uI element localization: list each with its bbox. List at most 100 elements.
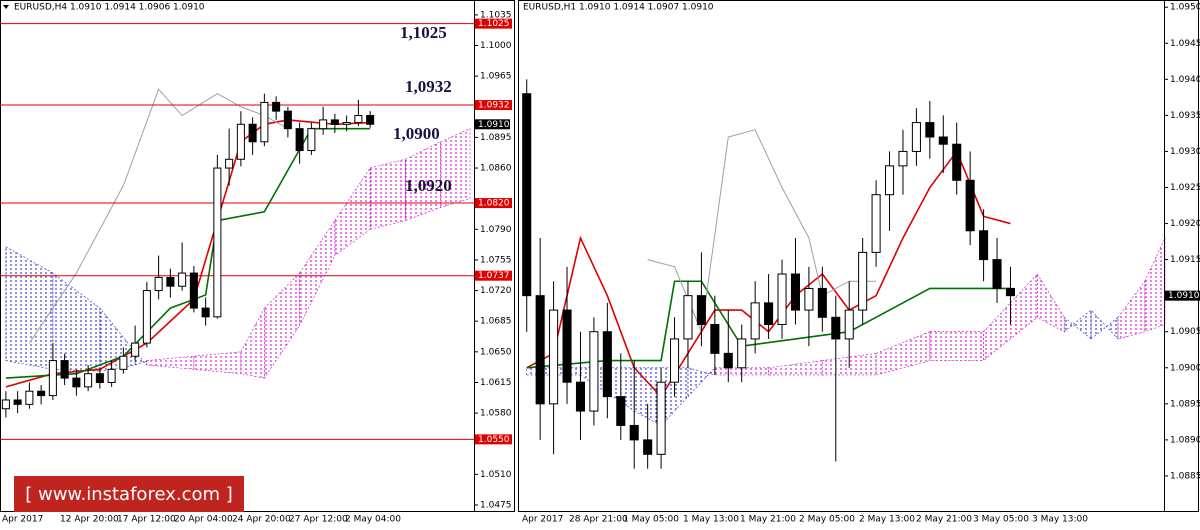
candle-body [142, 290, 151, 344]
candle-body [166, 276, 175, 287]
cloud-segment [1144, 237, 1166, 333]
y-tick-label: 1.0755 [480, 255, 512, 265]
cloud-segment [193, 351, 242, 375]
x-tick-label: Apr 2017 [522, 515, 563, 525]
y-tick-label: 1.0925 [1170, 183, 1200, 193]
x-tick-label: 12 Apr 20:00 [60, 515, 119, 525]
candle-body [119, 355, 128, 370]
indicator-line [5, 127, 371, 379]
y-tick-label: 1.0945 [1170, 39, 1200, 49]
cloud-segment [875, 331, 931, 376]
candle-body [616, 396, 626, 426]
candle-body [213, 167, 222, 318]
cloud-segment [440, 128, 471, 208]
price-label: 1.0910 [1168, 291, 1200, 301]
candle-body [750, 302, 760, 340]
right-frame [518, 0, 1199, 512]
candle-body [366, 115, 375, 125]
candle-body [236, 123, 245, 160]
candle-body [522, 93, 532, 297]
x-tick-label: Apr 2017 [2, 515, 43, 525]
price-label-box [1165, 290, 1200, 301]
candle-body [710, 324, 720, 354]
y-tick-label: 1.1035 [480, 10, 512, 20]
x-tick-label: 2 May 21:00 [916, 515, 972, 525]
candle-body [965, 179, 975, 232]
candle-body [342, 122, 351, 125]
cloud-segment [369, 158, 406, 230]
candle-body [911, 122, 921, 152]
candle-body [48, 360, 57, 397]
y-tick-label: 1.0900 [1170, 363, 1200, 373]
candle-body [992, 259, 1002, 289]
x-tick-label: 1 May 05:00 [623, 515, 679, 525]
candle-body [248, 123, 257, 143]
indicator-line [28, 88, 289, 344]
y-tick-label: 1.0890 [1170, 435, 1200, 445]
candle-body [25, 390, 34, 405]
candle-body [844, 309, 854, 340]
cloud-segment [5, 246, 54, 370]
y-tick-label: 1.0965 [480, 72, 512, 82]
candle-body [898, 150, 908, 167]
candle-body [723, 352, 733, 369]
y-tick-label: 1.0580 [480, 409, 512, 419]
candle-body [831, 316, 841, 340]
y-tick-label: 1.1000 [480, 41, 512, 51]
candle-body [952, 143, 962, 181]
candle-body [295, 128, 304, 152]
annotation: 1,0920 [405, 176, 452, 195]
candle-body [37, 390, 46, 397]
annotation: 1,1025 [400, 23, 447, 42]
level-label: 1.0550 [478, 435, 510, 445]
x-tick-label: 3 May 05:00 [973, 515, 1029, 525]
candle-body [154, 276, 163, 292]
candle-body [201, 307, 210, 318]
x-tick-label: 2 May 13:00 [859, 515, 915, 525]
x-tick-label: 2 May 05:00 [799, 515, 855, 525]
candle-body [535, 295, 545, 405]
candle-body [178, 272, 187, 287]
y-tick-label: 1.0895 [1170, 399, 1200, 409]
y-tick-label: 1.0860 [480, 164, 512, 174]
cloud-segment [1063, 309, 1092, 340]
level-label-box [475, 198, 512, 209]
level-label-box [475, 18, 512, 29]
cloud-segment [299, 219, 336, 326]
candle-body [225, 158, 234, 169]
y-tick-label: 1.0790 [480, 225, 512, 235]
candle-body [737, 338, 747, 369]
candle-body [938, 136, 948, 145]
candle-body [562, 309, 572, 383]
y-tick-label: 1.0475 [480, 500, 512, 510]
candle-body [319, 119, 328, 130]
cloud-segment [240, 307, 265, 379]
candle-body [354, 115, 363, 124]
watermark[interactable]: [ www.instaforex.com ] [25, 484, 233, 505]
chart-title: EURUSD,H1 1.0910 1.0914 1.0907 1.0910 [523, 3, 714, 13]
cloud-segment [1090, 309, 1119, 340]
candle-body [764, 302, 774, 326]
cloud-segment [768, 360, 823, 376]
y-tick-label: 1.0685 [480, 317, 512, 327]
y-tick-label: 1.0905 [1170, 327, 1200, 337]
level-label: 1.0737 [478, 271, 510, 281]
candle-body [885, 165, 895, 196]
candle-body [84, 373, 93, 388]
y-tick-label: 1.0935 [1170, 111, 1200, 121]
level-label: 1.0932 [478, 101, 510, 111]
candle-body [777, 273, 787, 326]
left-frame [0, 0, 515, 512]
candle-body [330, 119, 339, 125]
cloud-segment [1117, 280, 1146, 340]
candle-body [683, 295, 693, 340]
price-label: 1.0910 [478, 120, 510, 130]
menu-icon [3, 5, 9, 9]
cloud-segment [146, 355, 195, 370]
candle-body [272, 101, 281, 112]
x-tick-label: 1 May 21:00 [740, 515, 796, 525]
candle-body [189, 272, 198, 309]
candle-body [858, 251, 868, 311]
y-tick-label: 1.0510 [480, 470, 512, 480]
